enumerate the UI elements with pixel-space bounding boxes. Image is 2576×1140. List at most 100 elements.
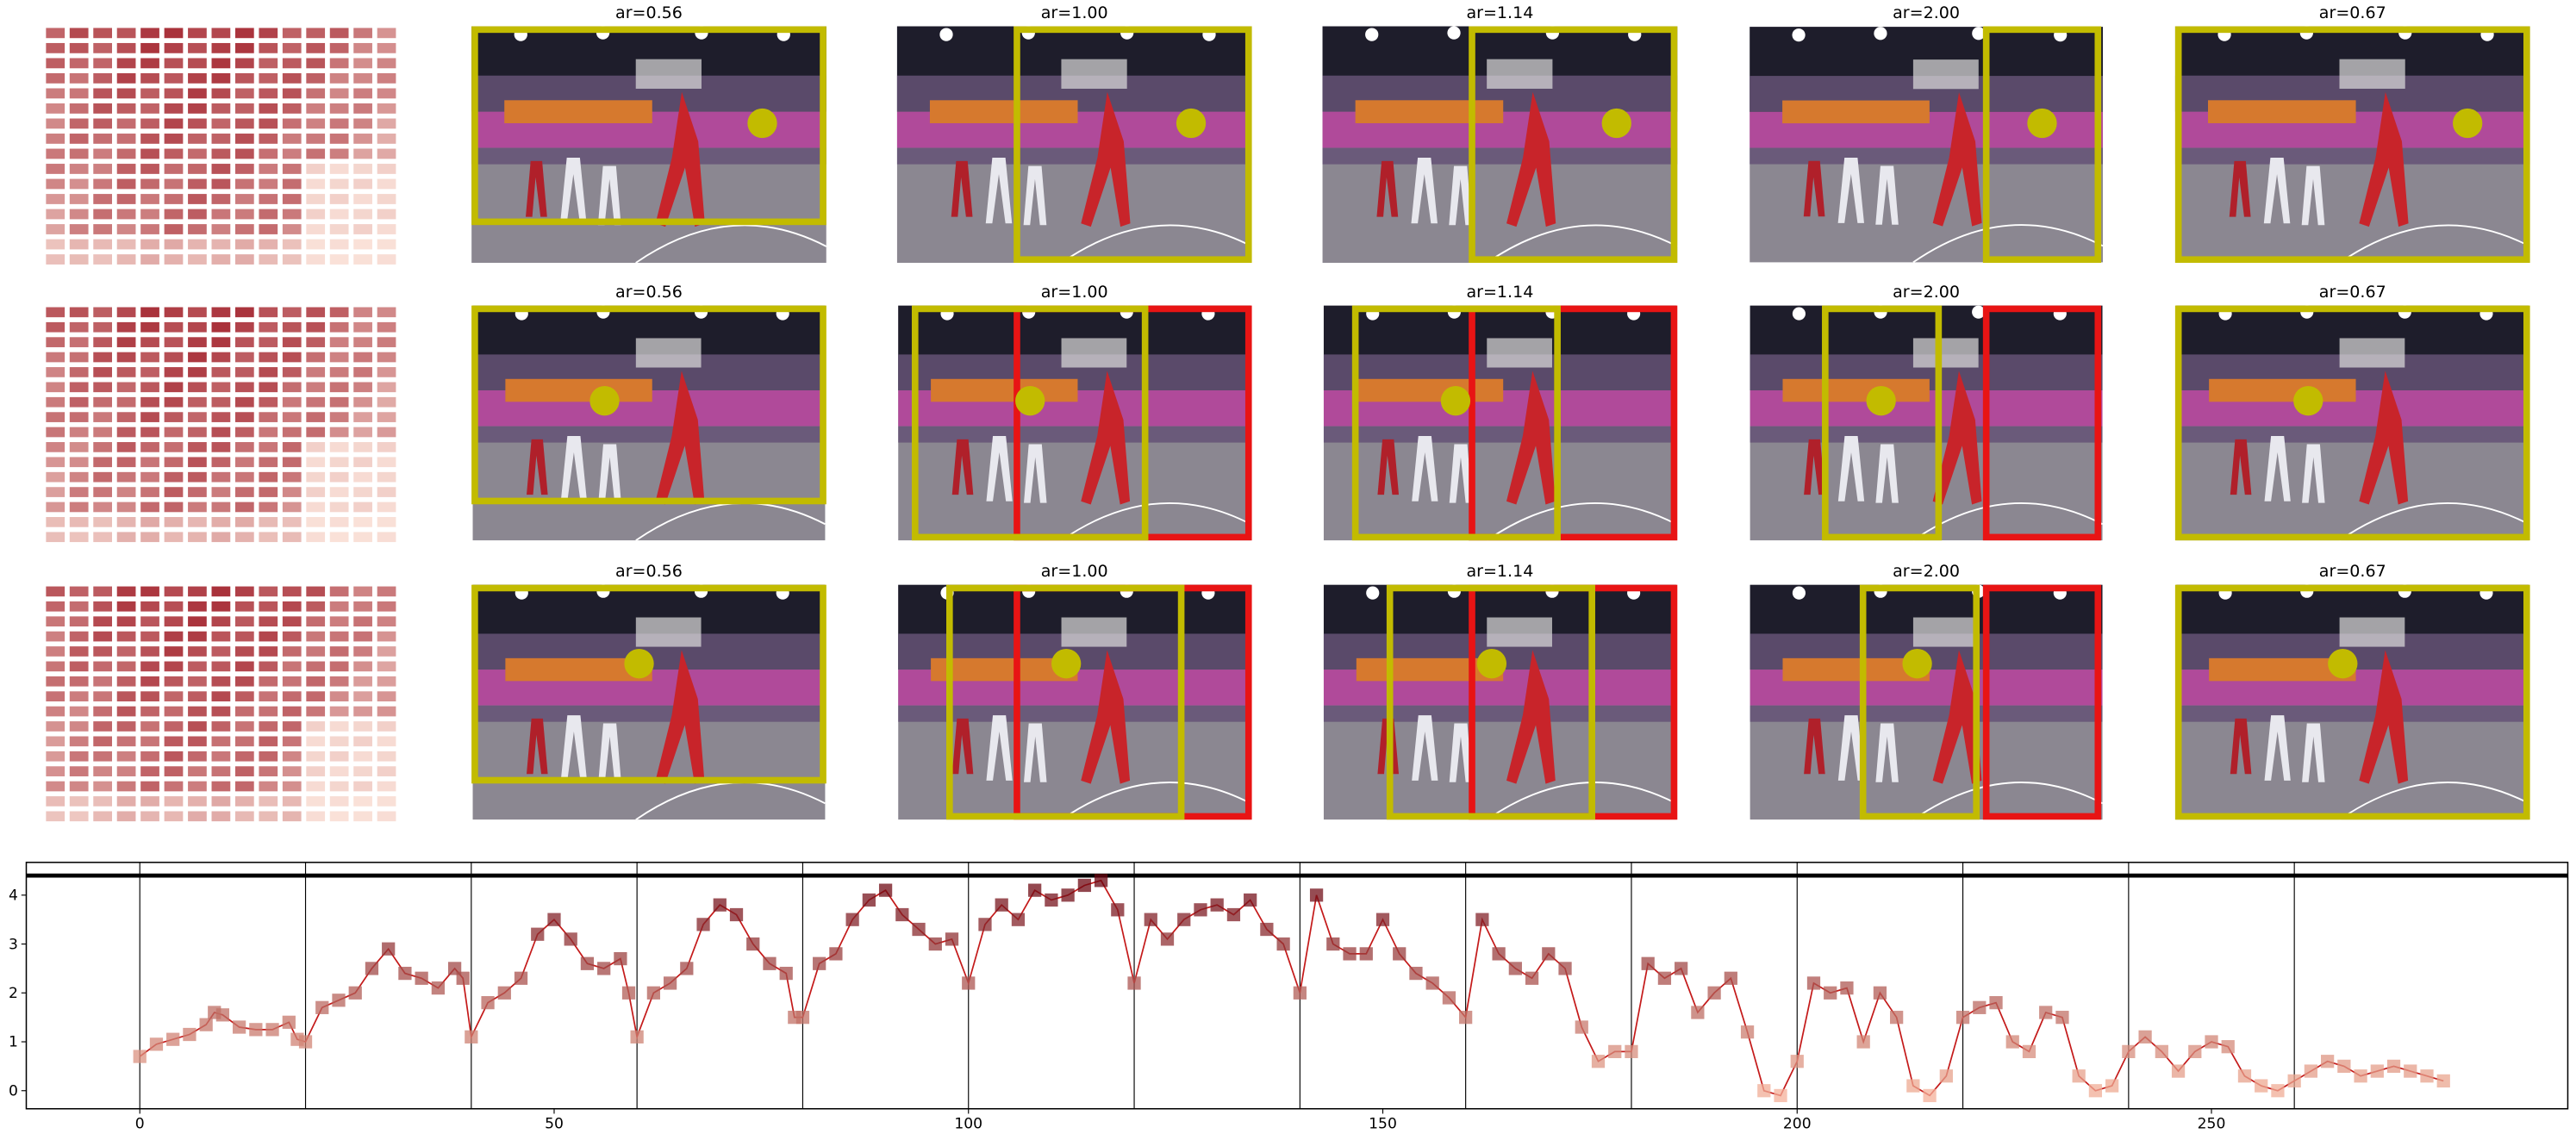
point-marker (1740, 1025, 1755, 1039)
heatmap-cell (306, 118, 326, 129)
heatmap-cell (116, 224, 136, 234)
heatmap-cell (188, 751, 207, 762)
panel-title: ar=0.56 (615, 283, 683, 302)
crop-box (2174, 305, 2530, 541)
heatmap-cell (93, 307, 113, 318)
heatmap-cell (234, 134, 254, 144)
heatmap-cell (377, 134, 396, 144)
point-marker (2237, 1069, 2252, 1083)
heatmap-cell (188, 721, 207, 732)
point-marker (2205, 1035, 2218, 1049)
heatmap-cell (46, 209, 65, 220)
heatmap-cell (306, 164, 326, 174)
point-marker (779, 966, 793, 981)
heatmap-cell (234, 442, 254, 452)
heatmap-cell (93, 103, 113, 114)
heatmap-cell (353, 367, 372, 377)
photo (2175, 305, 2530, 541)
heatmap-cell (188, 72, 207, 84)
panel-title: ar=0.56 (615, 562, 683, 581)
point-marker (1955, 1011, 1970, 1025)
heatmap-cell (211, 178, 231, 190)
heatmap-cell (306, 616, 326, 627)
heatmap-cell (188, 412, 207, 422)
heatmap-cell (164, 367, 184, 377)
point-marker (133, 1050, 147, 1063)
point-marker (382, 942, 396, 956)
heatmap-cell (353, 631, 372, 642)
heatmap-cell (69, 28, 89, 39)
panel-title: ar=1.14 (1466, 283, 1533, 302)
plot-frame (25, 862, 2569, 1110)
heatmap-cell (259, 337, 278, 347)
heatmap-cell (69, 457, 89, 468)
heatmap-cell (140, 412, 159, 422)
heatmap-cell (234, 396, 254, 408)
heatmap-cell (211, 254, 231, 265)
panel-title: ar=0.67 (2319, 283, 2386, 302)
heatmap-cell (329, 367, 349, 377)
heatmap-cell (211, 194, 231, 204)
heatmap-cell (259, 72, 278, 84)
heatmap-cell (140, 88, 159, 99)
point-marker (763, 956, 777, 970)
point-marker (2188, 1044, 2202, 1058)
heatmap-cell (93, 352, 113, 363)
heatmap-cell (116, 254, 136, 265)
focus-point (589, 386, 620, 416)
heatmap-cell (306, 337, 326, 347)
heatmap-cell (377, 532, 396, 543)
point-marker (1293, 986, 1307, 1000)
heatmap-cell (259, 661, 278, 672)
x-tick-label: 50 (545, 1116, 564, 1133)
heatmap-cell (116, 796, 136, 807)
heatmap-cell (282, 88, 302, 99)
heatmap-cell (329, 471, 349, 483)
heatmap-cell (93, 766, 113, 776)
crop-box (1982, 26, 2102, 264)
heatmap-cell (211, 661, 231, 672)
heatmap-cell (329, 382, 349, 393)
heatmap-cell (164, 164, 184, 174)
heatmap-cell (377, 337, 396, 347)
heatmap-cell (282, 209, 302, 220)
heatmap-cell (116, 427, 136, 438)
heatmap-cell (329, 352, 349, 363)
heatmap-cell (282, 601, 302, 612)
heatmap-cell (282, 751, 302, 762)
heatmap-cell (234, 28, 254, 39)
heatmap-cell (69, 796, 89, 807)
heatmap-cell (93, 781, 113, 792)
heatmap-cell (93, 796, 113, 807)
point-marker (2171, 1064, 2186, 1078)
heatmap-cell (93, 676, 113, 687)
focus-point (624, 649, 654, 679)
heatmap-cell (116, 321, 136, 333)
heatmap-cell (69, 103, 89, 114)
heatmap-cell (211, 676, 231, 687)
heatmap-cell (69, 224, 89, 234)
heatmap-cell (116, 118, 136, 129)
point-marker (1028, 883, 1042, 897)
heatmap-cell (69, 736, 89, 747)
heatmap-cell (353, 58, 372, 69)
heatmap-cell (140, 601, 159, 612)
point-marker (1425, 976, 1439, 990)
heatmap-cell (211, 501, 231, 513)
heatmap-cell (116, 164, 136, 174)
heatmap-cell (329, 811, 349, 822)
heatmap-cell (140, 103, 159, 114)
photo (1750, 26, 2103, 264)
heatmap-cell (282, 457, 302, 468)
heatmap-cell (329, 42, 349, 53)
point-marker (928, 937, 942, 951)
heatmap-cell (164, 103, 184, 114)
point-marker (895, 907, 909, 922)
heatmap-cell (377, 766, 396, 776)
heatmap-cell (282, 471, 302, 483)
heatmap-cell (69, 601, 89, 612)
point-marker (597, 962, 611, 975)
heatmap-cell (259, 676, 278, 687)
heatmap-cell (140, 616, 159, 627)
